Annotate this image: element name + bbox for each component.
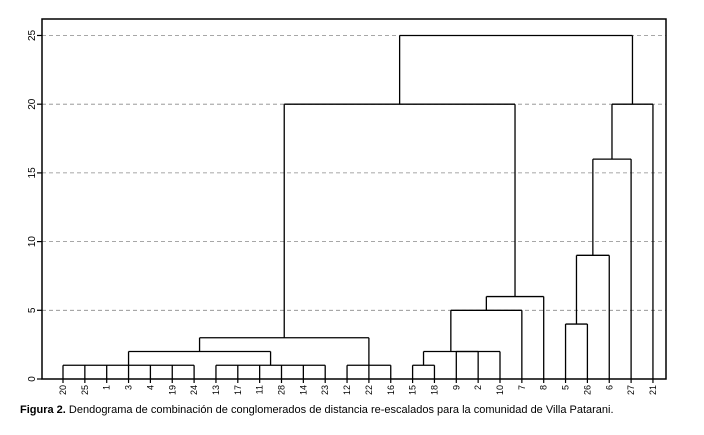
leaf-label: 25 bbox=[80, 385, 90, 395]
leaf-label: 23 bbox=[320, 385, 330, 395]
leaf-label: 1 bbox=[102, 385, 112, 390]
leaf-label: 22 bbox=[364, 385, 374, 395]
leaf-label: 7 bbox=[517, 385, 527, 390]
leaf-label: 20 bbox=[58, 385, 68, 395]
leaf-label: 14 bbox=[298, 385, 308, 395]
y-tick-label: 25 bbox=[27, 29, 38, 41]
leaf-label: 12 bbox=[342, 385, 352, 395]
y-tick-label: 20 bbox=[27, 98, 38, 110]
leaf-label: 13 bbox=[211, 385, 221, 395]
leaf-label: 21 bbox=[648, 385, 658, 395]
y-tick-label: 5 bbox=[27, 307, 38, 313]
leaf-label: 19 bbox=[167, 385, 177, 395]
plot-frame bbox=[41, 18, 667, 380]
leaf-label: 5 bbox=[561, 385, 571, 390]
caption-label: Figura 2. bbox=[20, 404, 66, 416]
leaf-label: 18 bbox=[429, 385, 439, 395]
leaf-label: 27 bbox=[626, 385, 636, 395]
caption-text: Dendograma de combinación de conglomerad… bbox=[65, 404, 614, 416]
leaf-label: 4 bbox=[145, 385, 155, 390]
leaf-label: 16 bbox=[386, 385, 396, 395]
leaf-label: 9 bbox=[451, 385, 461, 390]
leaf-label: 15 bbox=[408, 385, 418, 395]
leaf-label: 24 bbox=[189, 385, 199, 395]
leaf-label: 6 bbox=[604, 385, 614, 390]
leaf-label: 2 bbox=[473, 385, 483, 390]
leaf-label: 17 bbox=[233, 385, 243, 395]
leaf-label: 28 bbox=[277, 385, 287, 395]
y-tick-label: 10 bbox=[27, 236, 38, 248]
leaf-label: 26 bbox=[582, 385, 592, 395]
leaf-label: 8 bbox=[539, 385, 549, 390]
y-tick-label: 0 bbox=[27, 376, 38, 382]
figure-caption: Figura 2. Dendograma de combinación de c… bbox=[20, 404, 700, 416]
leaf-label: 10 bbox=[495, 385, 505, 395]
leaf-label: 11 bbox=[255, 385, 265, 394]
leaf-label: 3 bbox=[124, 385, 134, 390]
y-tick-label: 15 bbox=[27, 167, 38, 179]
